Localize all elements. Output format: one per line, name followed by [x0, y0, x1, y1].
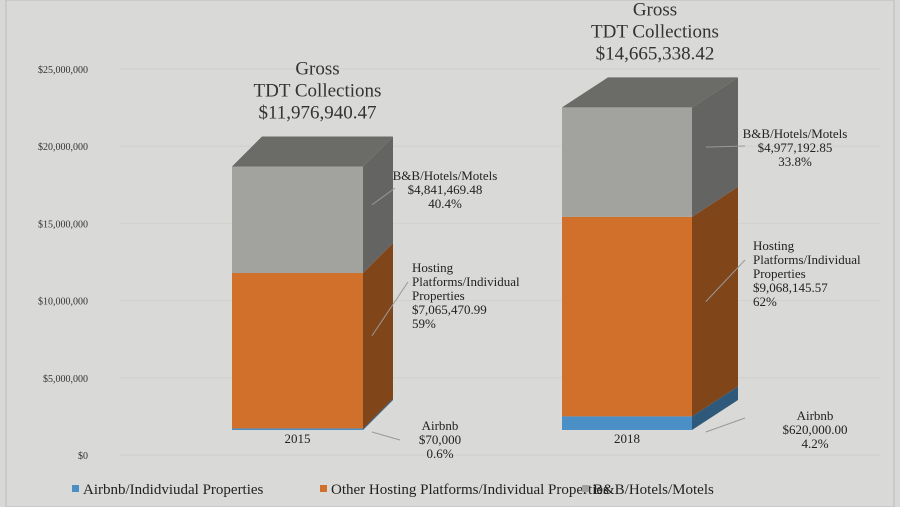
data-label: Airbnb [422, 418, 459, 433]
bar-segment-side [692, 386, 738, 430]
legend-label: Airbnb/Indidviudal Properties [83, 482, 264, 498]
data-label: 59% [412, 316, 436, 331]
data-label: Platforms/Individual [412, 274, 520, 289]
y-tick-label: $15,000,000 [38, 219, 88, 230]
total-label: TDT Collections [591, 21, 719, 42]
y-tick-label: $5,000,000 [43, 374, 88, 385]
data-label: $7,065,470.99 [412, 302, 487, 317]
legend-swatch [582, 485, 589, 492]
legend-label: Other Hosting Platforms/Individual Prope… [331, 482, 609, 498]
data-label: B&B/Hotels/Motels [743, 126, 848, 141]
bar-top-face [232, 136, 393, 167]
leader-line [705, 259, 746, 302]
data-label: $4,841,469.48 [408, 182, 483, 197]
data-label: B&B/Hotels/Motels [393, 168, 498, 183]
data-label: 33.8% [778, 154, 812, 169]
leader-line [371, 431, 401, 441]
data-label: Properties [753, 266, 806, 281]
plot-background [5, 0, 895, 507]
legend-swatch [320, 485, 327, 492]
legend-swatch [72, 485, 79, 492]
data-label: 40.4% [428, 196, 462, 211]
y-tick-label: $20,000,000 [38, 142, 88, 153]
total-label: $14,665,338.42 [596, 43, 715, 64]
bar-segment-front [562, 416, 692, 430]
data-label: Hosting [412, 260, 454, 275]
bar-segment-side [692, 186, 738, 417]
bar-segment-front [562, 107, 692, 217]
y-tick-label: $10,000,000 [38, 297, 88, 308]
leader-line [371, 187, 396, 206]
bar-segment-front [232, 428, 363, 430]
x-category-label: 2018 [614, 431, 640, 446]
bar-segment-front [232, 273, 363, 429]
data-label: Platforms/Individual [753, 252, 861, 267]
data-label: 62% [753, 294, 777, 309]
bar-segment-front [232, 166, 363, 274]
bar-segment-side [363, 243, 393, 429]
legend-label: B&B/Hotels/Motels [593, 482, 714, 498]
data-label: $70,000 [419, 432, 461, 447]
leader-line [371, 281, 409, 337]
data-label: 0.6% [426, 446, 453, 461]
total-label: Gross [633, 0, 677, 20]
data-label: Airbnb [797, 408, 834, 423]
bar-segment-front [562, 216, 692, 417]
total-label: Gross [295, 59, 339, 80]
data-label: $620,000.00 [783, 422, 848, 437]
bar-segment-side [363, 398, 393, 430]
data-label: $9,068,145.57 [753, 280, 828, 295]
x-category-label: 2015 [285, 431, 311, 446]
bar-segment-side [363, 136, 393, 274]
data-label: 4.2% [801, 436, 828, 451]
data-label: Hosting [753, 238, 795, 253]
leader-line [705, 417, 746, 433]
data-label: Properties [412, 288, 465, 303]
total-label: TDT Collections [254, 81, 382, 102]
bar-top-face [562, 77, 738, 108]
data-label: $4,977,192.85 [758, 140, 833, 155]
total-label: $11,976,940.47 [258, 103, 376, 124]
leader-line [705, 145, 746, 148]
y-tick-label: $25,000,000 [38, 65, 88, 76]
y-tick-label: $0 [78, 451, 88, 462]
